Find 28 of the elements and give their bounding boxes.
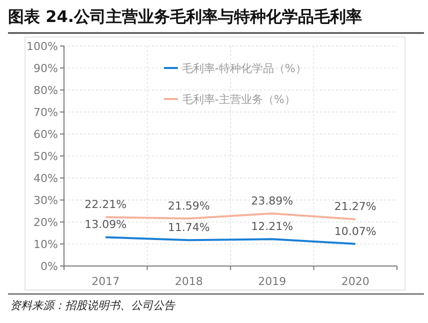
line-series [104,236,356,245]
x-tick-label: 2020 [341,275,370,288]
y-tick-label: 50% [34,150,58,163]
y-tick-label: 10% [34,238,58,251]
legend-label: 毛利率-特种化学品（%） [182,62,306,75]
x-tick-label: 2018 [174,275,203,288]
y-tick-label: 90% [34,62,58,75]
x-tick-label: 2019 [258,275,286,288]
y-tick-label: 40% [34,172,58,185]
data-label: 22.21% [84,198,127,212]
data-label: 13.09% [84,218,127,232]
y-tick-label: 80% [34,84,58,97]
y-tick-label: 100% [26,40,58,53]
data-label: 21.27% [334,200,376,214]
y-tick-label: 20% [34,216,58,229]
data-label: 11.74% [168,221,210,234]
data-label: 12.21% [251,220,294,234]
data-label: 10.07% [334,224,376,238]
text: 资料来源：招股说明书、公司公告 [10,299,176,312]
y-tick-label: 60% [34,128,58,141]
y-tick-label: 0% [40,260,58,273]
x-tick-label: 2017 [92,275,120,288]
data-label: 23.89% [251,194,294,208]
legend-label: 毛利率-主营业务（%） [182,92,296,106]
data-label: 21.59% [168,200,210,212]
y-tick-label: 70% [34,106,58,119]
y-tick-label: 30% [34,194,58,207]
chart-title: 图表 24.公司主营业务毛利率与特种化学品毛利率 [8,7,362,26]
